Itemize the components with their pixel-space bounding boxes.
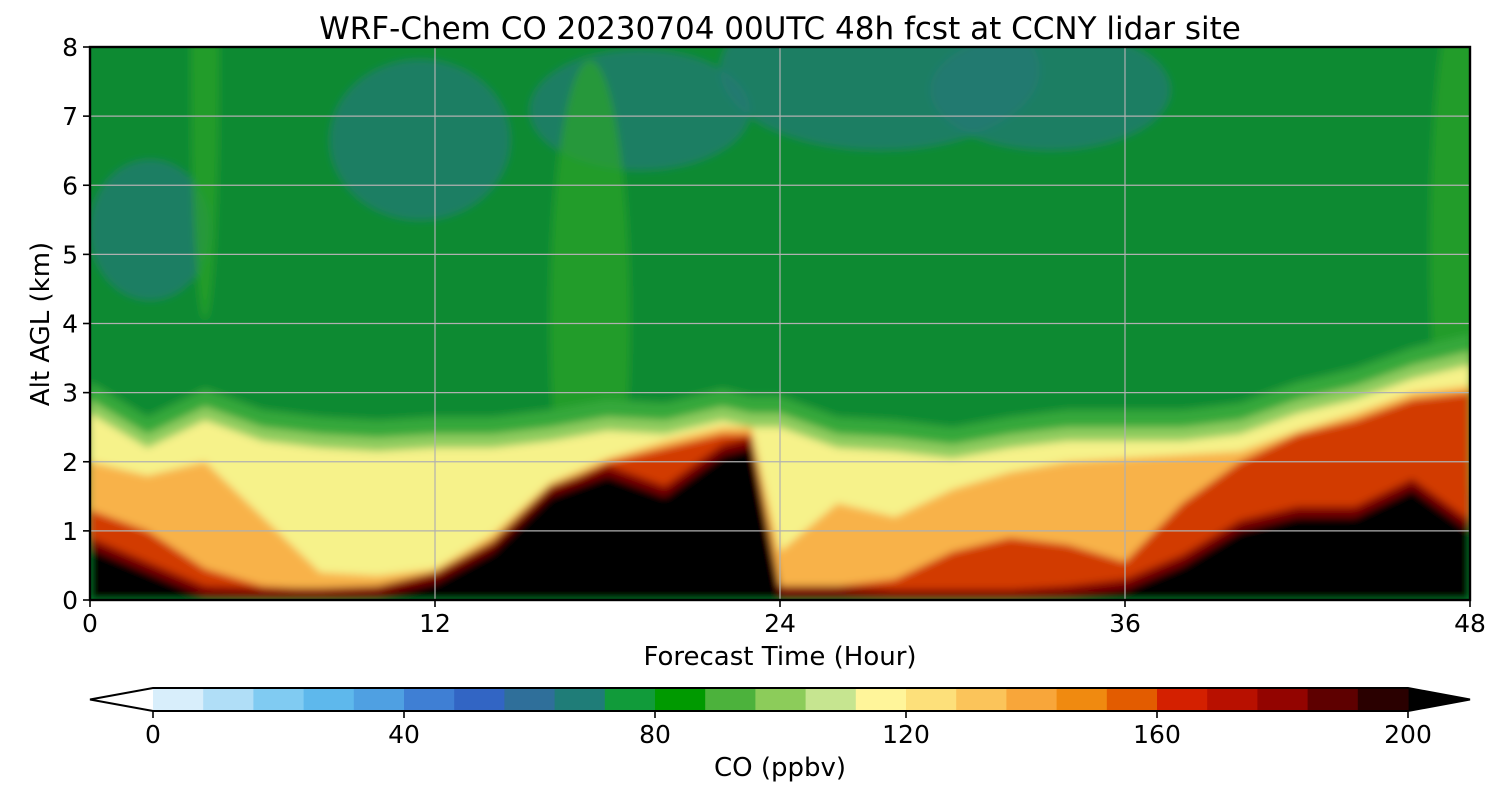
x-tick-label: 12	[419, 609, 451, 638]
y-tick-label: 4	[62, 310, 78, 339]
colorbar-segment	[755, 688, 807, 711]
colorbar-segment	[855, 688, 907, 711]
colorbar-segment	[404, 688, 455, 711]
low-co-patch	[330, 60, 510, 220]
y-tick-label: 8	[62, 33, 78, 62]
grid-lines	[90, 47, 1470, 600]
colorbar-segment	[906, 688, 957, 711]
colorbar-tick-label: 0	[145, 720, 161, 749]
colorbar-label: CO (ppbv)	[714, 753, 846, 783]
colorbar-tick-label: 120	[882, 720, 930, 749]
low-co-patch	[90, 160, 210, 300]
colorbar-segment	[504, 688, 556, 711]
colorbar-extend-min	[90, 688, 153, 711]
colorbar-tick-label: 40	[388, 720, 420, 749]
colorbar-segment	[655, 688, 706, 711]
colorbar-segment	[805, 688, 857, 711]
colorbar-segment	[956, 688, 1007, 711]
y-tick-label: 6	[62, 171, 78, 200]
colorbar-tick-label: 160	[1133, 720, 1181, 749]
x-axis: 0 12 24 36 48	[82, 600, 1486, 638]
colorbar-segment	[554, 688, 606, 711]
colorbar: 0 40 80 120 160 200	[89, 687, 1471, 749]
colorbar-segment	[1357, 688, 1409, 711]
y-tick-label: 5	[62, 240, 78, 269]
y-tick-label: 1	[62, 517, 78, 546]
colorbar-segment	[1257, 688, 1309, 711]
colorbar-segment	[454, 688, 505, 711]
x-tick-label: 24	[764, 609, 796, 638]
co-band-black	[90, 447, 1470, 600]
colorbar-segment	[1207, 688, 1258, 711]
high-co-plume	[191, 47, 219, 320]
low-co-patch	[930, 47, 1170, 150]
colorbar-segment	[1157, 688, 1208, 711]
y-tick-label: 0	[62, 586, 78, 615]
y-tick-label: 3	[62, 379, 78, 408]
colorbar-segment	[1307, 688, 1359, 711]
x-axis-label: Forecast Time (Hour)	[643, 642, 916, 672]
y-tick-label: 7	[62, 102, 78, 131]
colorbar-segment	[1056, 688, 1108, 711]
colorbar-segment	[353, 688, 405, 711]
colorbar-segment	[705, 688, 756, 711]
y-axis-label: Alt AGL (km)	[26, 242, 56, 406]
x-tick-label: 36	[1109, 609, 1141, 638]
x-tick-label: 48	[1454, 609, 1486, 638]
chart-title: WRF-Chem CO 20230704 00UTC 48h fcst at C…	[319, 11, 1241, 47]
colorbar-segment	[303, 688, 355, 711]
colorbar-segment	[604, 688, 656, 711]
colorbar-segment	[1106, 688, 1158, 711]
colorbar-segment	[253, 688, 305, 711]
colorbar-extend-max	[1408, 688, 1470, 711]
y-axis: 0 1 2 3 4 5 6 7 8	[62, 33, 90, 615]
colorbar-tick-label: 80	[639, 720, 671, 749]
colorbar-tick-label: 200	[1384, 720, 1432, 749]
colorbar-segment	[203, 688, 254, 711]
y-tick-label: 2	[62, 448, 78, 477]
x-tick-label: 0	[82, 609, 98, 638]
colorbar-segment	[1006, 688, 1058, 711]
colorbar-segment	[153, 688, 204, 711]
